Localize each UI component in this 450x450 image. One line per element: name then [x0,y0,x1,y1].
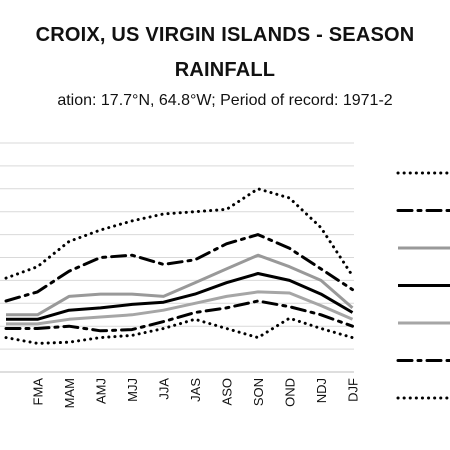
x-tick-label: NDJ [314,378,329,403]
x-tick-label: MAM [62,378,77,408]
x-tick-label: ASO [220,378,235,405]
series-line-1 [4,187,354,280]
series-line-4 [6,272,354,321]
chart-title-line-2: RAINFALL [174,59,276,81]
series-line-6 [4,299,354,333]
x-tick-label: JAS [188,378,203,402]
series-line-5 [6,290,354,326]
x-tick-label: MJJ [125,378,140,402]
chart-title-line-1: CROIX, US VIRGIN ISLANDS - SEASON [35,24,415,46]
chart-subtitle: ation: 17.7°N, 64.8°W; Period of record:… [57,92,393,109]
series-line-3 [6,253,354,317]
series-line-2 [4,233,354,303]
x-tick-label: SON [251,378,266,406]
x-tick-label: FMA [31,378,46,406]
x-tick-label: JJA [157,378,172,400]
x-tick-label: OND [283,378,298,407]
series-line-7 [4,316,354,345]
x-tick-label: DJF [346,378,361,402]
x-tick-label: AMJ [94,378,109,404]
